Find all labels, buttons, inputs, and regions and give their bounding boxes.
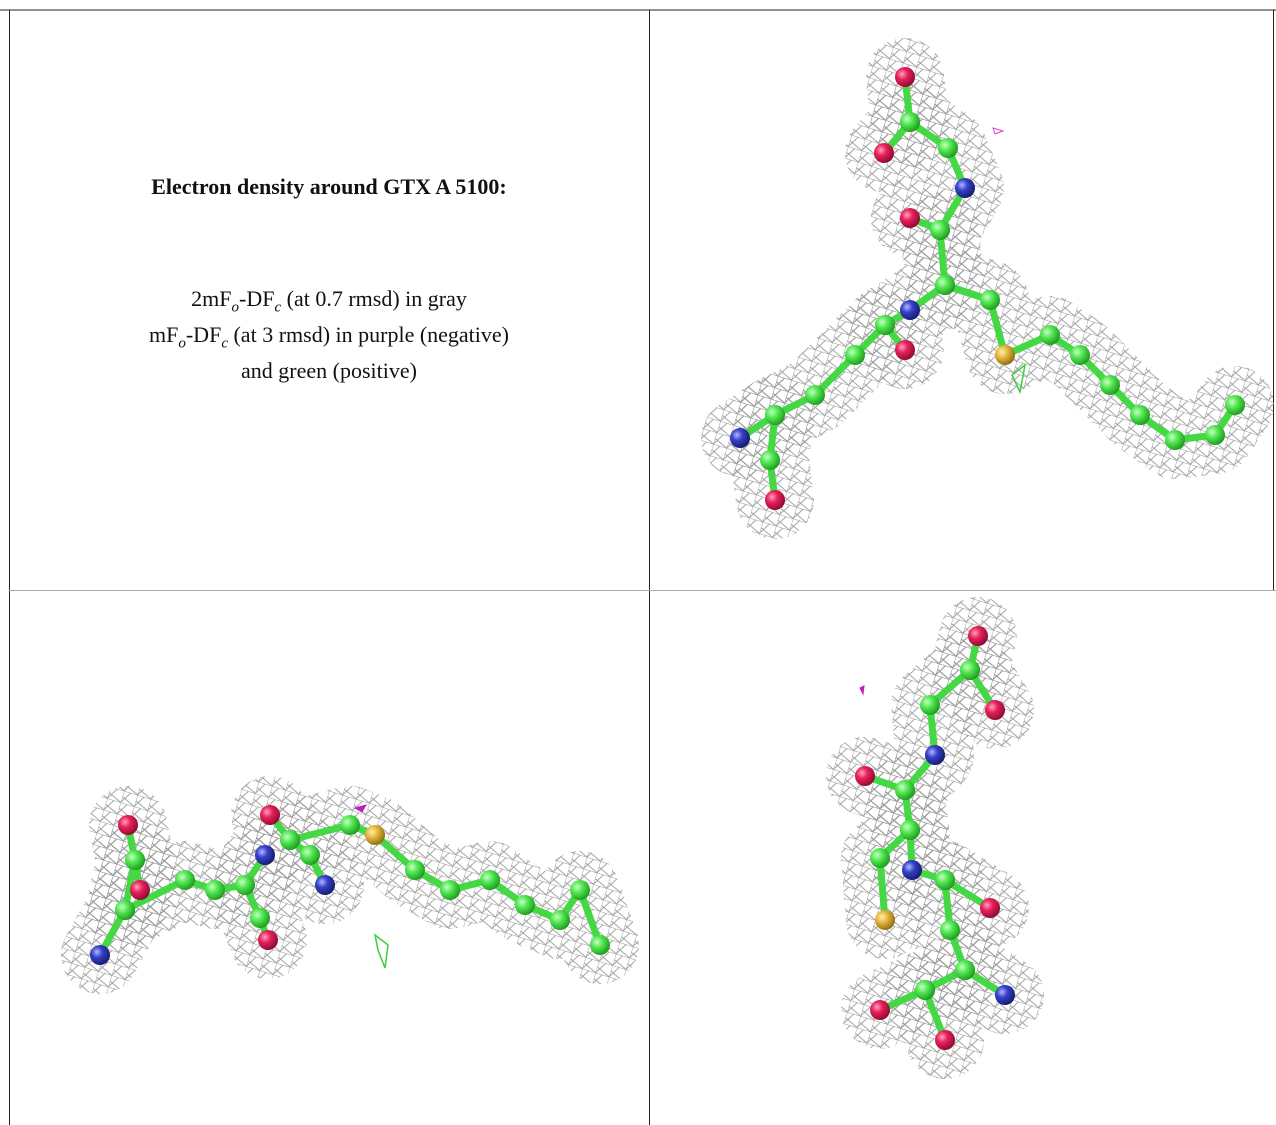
atom	[920, 695, 940, 715]
text: (at 3 rmsd) in purple (negative)	[228, 322, 509, 347]
atom	[550, 910, 570, 930]
atom	[235, 875, 255, 895]
subscript: o	[178, 335, 186, 351]
text: 2mF	[191, 286, 231, 311]
atom	[870, 1000, 890, 1020]
atom	[980, 290, 1000, 310]
atom	[985, 700, 1005, 720]
atom	[115, 900, 135, 920]
atom	[938, 138, 958, 158]
difference-density	[375, 935, 388, 968]
atom	[900, 300, 920, 320]
atom	[1070, 345, 1090, 365]
atom	[980, 898, 1000, 918]
subscript: o	[232, 299, 240, 315]
atom	[90, 945, 110, 965]
atom	[590, 935, 610, 955]
caption-line: mFo-DFc (at 3 rmsd) in purple (negative)	[10, 322, 648, 352]
atom	[258, 930, 278, 950]
atom	[760, 450, 780, 470]
atom	[570, 880, 590, 900]
atom	[765, 405, 785, 425]
atom	[875, 910, 895, 930]
atom	[895, 340, 915, 360]
atom	[515, 895, 535, 915]
atom	[340, 815, 360, 835]
atom	[300, 845, 320, 865]
atom	[915, 980, 935, 1000]
atom	[968, 626, 988, 646]
atom	[315, 875, 335, 895]
atom	[250, 908, 270, 928]
atom	[255, 845, 275, 865]
atom	[1040, 325, 1060, 345]
atom	[280, 830, 300, 850]
figure	[0, 0, 1276, 1125]
atom	[930, 220, 950, 240]
atom	[1100, 375, 1120, 395]
atom	[874, 143, 894, 163]
atom	[1130, 405, 1150, 425]
atom	[955, 960, 975, 980]
text: (at 0.7 rmsd) in gray	[281, 286, 467, 311]
atom	[480, 870, 500, 890]
atom	[870, 848, 890, 868]
atom	[440, 880, 460, 900]
page: {"caption": { "title": "Electron density…	[0, 0, 1276, 1125]
atom	[940, 920, 960, 940]
atom	[805, 385, 825, 405]
atom	[895, 67, 915, 87]
atom	[900, 208, 920, 228]
atom	[960, 660, 980, 680]
atom	[130, 880, 150, 900]
atom	[1205, 425, 1225, 445]
text: -DF	[186, 322, 221, 347]
atom	[995, 345, 1015, 365]
atom	[935, 870, 955, 890]
atom	[118, 815, 138, 835]
difference-density	[860, 686, 864, 694]
atom	[925, 745, 945, 765]
atom	[900, 820, 920, 840]
atom	[260, 805, 280, 825]
atom	[1225, 395, 1245, 415]
atom	[902, 860, 922, 880]
atom	[875, 315, 895, 335]
caption-line: and green (positive)	[10, 358, 648, 384]
atom	[205, 880, 225, 900]
text: mF	[149, 322, 178, 347]
atom	[845, 345, 865, 365]
atom	[995, 985, 1015, 1005]
atom	[855, 766, 875, 786]
atom	[1165, 430, 1185, 450]
atom	[125, 850, 145, 870]
atom	[900, 112, 920, 132]
text: and green (positive)	[241, 358, 417, 383]
difference-density	[993, 128, 1003, 134]
atom	[935, 1030, 955, 1050]
caption-line: 2mFo-DFc (at 0.7 rmsd) in gray	[10, 286, 648, 316]
atom	[175, 870, 195, 890]
atom	[730, 428, 750, 448]
atom	[765, 490, 785, 510]
atom	[365, 825, 385, 845]
atom	[935, 275, 955, 295]
subscript: c	[221, 335, 228, 351]
atom	[405, 860, 425, 880]
atom	[895, 780, 915, 800]
text: -DF	[239, 286, 274, 311]
caption-title: Electron density around GTX A 5100:	[10, 174, 648, 200]
atom	[955, 178, 975, 198]
